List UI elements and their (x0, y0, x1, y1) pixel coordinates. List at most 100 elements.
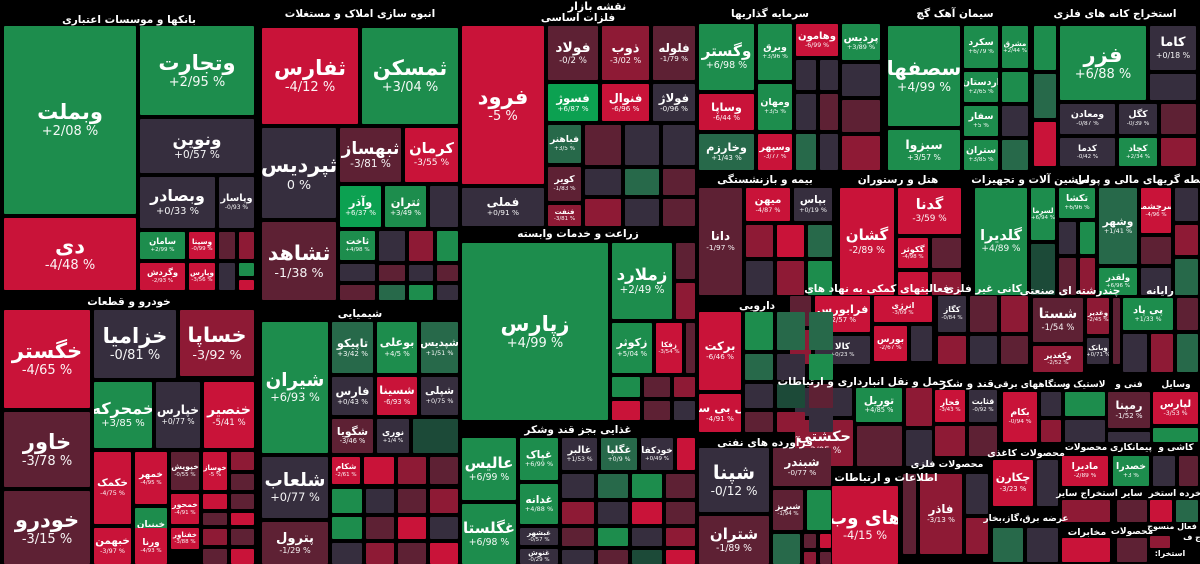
mini-stock-tile[interactable] (430, 457, 458, 484)
stock-tile-خزامیا[interactable]: خزامیا -0/81 % (94, 310, 176, 378)
stock-tile-وبصادر[interactable]: وبصادر +0/33 % (140, 177, 215, 228)
stock-tile-فارس[interactable]: فارس +0/43 % (332, 377, 373, 415)
stock-tile-گدنا[interactable]: گدنا -3/59 % (898, 188, 961, 234)
mini-stock-tile[interactable] (663, 169, 695, 195)
mini-stock-tile[interactable] (379, 285, 405, 300)
stock-tile-وکغدیر[interactable]: وکغدیر -2/52 % (1033, 346, 1083, 372)
stock-tile-ومعادن[interactable]: ومعادن -0/87 % (1060, 104, 1115, 134)
stock-tile-دانا[interactable]: دانا -1/97 % (699, 188, 742, 295)
stock-tile-غنوش[interactable]: غنوش -0/29 % (520, 549, 558, 564)
stock-tile-گلدیرا[interactable]: گلدیرا +4/89 % (975, 188, 1027, 295)
stock-tile-سفار[interactable]: سفار +5 % (964, 106, 998, 136)
mini-stock-tile[interactable] (842, 64, 880, 96)
stock-tile-کاما[interactable]: کاما +0/18 % (1150, 26, 1196, 70)
mini-stock-tile[interactable] (820, 94, 838, 130)
stock-tile-ذوب[interactable]: ذوب -3/02 % (602, 26, 649, 80)
mini-stock-tile[interactable] (1080, 222, 1095, 254)
stock-tile-زکوثر[interactable]: زکوثر +5/04 % (612, 323, 652, 373)
stock-tile-ثپردیس[interactable]: ثپردیس 0 % (262, 128, 336, 218)
stock-tile-غدانه[interactable]: غدانه +4/88 % (520, 484, 558, 524)
mini-stock-tile[interactable] (1177, 298, 1198, 330)
stock-tile-لسرما[interactable]: لسرما +6/94 % (1031, 188, 1055, 240)
mini-stock-tile[interactable] (437, 285, 458, 300)
mini-stock-tile[interactable] (1161, 104, 1196, 134)
mini-stock-tile[interactable] (437, 265, 458, 281)
stock-tile-وبملت[interactable]: وبملت +2/08 % (4, 26, 136, 214)
mini-stock-tile[interactable] (809, 312, 833, 350)
mini-stock-tile[interactable] (1150, 536, 1170, 548)
stock-tile-شیران[interactable]: شیران +6/93 % (262, 322, 328, 453)
stock-tile-خوساز[interactable]: خوساز -5 % (203, 452, 227, 490)
stock-tile-کدما[interactable]: کدما -0/42 % (1060, 138, 1115, 166)
stock-tile-خصدرا[interactable]: خصدرا +3 % (1113, 456, 1149, 486)
stock-tile-ثفارس[interactable]: ثفارس -4/12 % (262, 28, 358, 124)
mini-stock-tile[interactable] (366, 543, 394, 564)
mini-stock-tile[interactable] (1080, 258, 1095, 295)
stock-tile-شپدیس[interactable]: شپدیس +1/51 % (421, 322, 458, 373)
mini-stock-tile[interactable] (644, 377, 670, 397)
stock-tile-وخارزم[interactable]: وخارزم +1/43 % (699, 134, 754, 170)
mini-stock-tile[interactable] (820, 134, 838, 170)
mini-stock-tile[interactable] (219, 263, 235, 290)
stock-tile-خساپا[interactable]: خساپا -3/92 % (180, 310, 254, 376)
stock-tile-وگستر[interactable]: وگستر +6/98 % (699, 24, 754, 90)
mini-stock-tile[interactable] (430, 489, 458, 513)
stock-tile-وبرق[interactable]: وبرق +3/96 % (758, 24, 792, 80)
mini-stock-tile[interactable] (674, 377, 695, 397)
mini-stock-tile[interactable] (644, 401, 670, 420)
mini-stock-tile[interactable] (666, 474, 695, 498)
mini-stock-tile[interactable] (203, 494, 227, 509)
mini-stock-tile[interactable] (632, 474, 662, 498)
mini-stock-tile[interactable] (1175, 259, 1198, 295)
mini-stock-tile[interactable] (598, 502, 628, 524)
mini-stock-tile[interactable] (1002, 72, 1028, 102)
mini-stock-tile[interactable] (666, 550, 695, 564)
stock-tile-غگلپا[interactable]: غگلپا +0/9 % (601, 438, 637, 470)
stock-tile-خفناور[interactable]: خفناور -3/88 % (171, 528, 199, 549)
mini-stock-tile[interactable] (413, 419, 458, 453)
mini-stock-tile[interactable] (1117, 538, 1147, 562)
mini-stock-tile[interactable] (676, 283, 695, 319)
mini-stock-tile[interactable] (409, 231, 433, 261)
mini-stock-tile[interactable] (1034, 26, 1056, 70)
stock-tile-کگل[interactable]: کگل -0/39 % (1119, 104, 1157, 134)
mini-stock-tile[interactable] (430, 186, 458, 227)
stock-tile-گکوثر[interactable]: گکوثر -4/98 % (898, 238, 928, 268)
mini-stock-tile[interactable] (409, 285, 433, 300)
stock-tile-خودرو[interactable]: خودرو -3/15 % (4, 491, 90, 564)
mini-stock-tile[interactable] (804, 534, 816, 548)
stock-tile-ورنا[interactable]: ورنا -4/93 % (135, 528, 167, 564)
mini-stock-tile[interactable] (966, 474, 988, 514)
mini-stock-tile[interactable] (1002, 140, 1028, 170)
mini-stock-tile[interactable] (430, 543, 458, 564)
mini-stock-tile[interactable] (857, 426, 902, 466)
mini-stock-tile[interactable] (231, 452, 254, 470)
stock-tile-کویر[interactable]: کویر -1/83 % (548, 167, 581, 201)
mini-stock-tile[interactable] (1031, 244, 1055, 295)
mini-stock-tile[interactable] (1153, 428, 1198, 442)
stock-tile-فملی[interactable]: فملی +0/91 % (462, 188, 544, 226)
stock-tile-پی-پاد[interactable]: پی پاد +1/33 % (1123, 298, 1173, 330)
stock-tile-فولاژ[interactable]: فولاژ -0/96 % (653, 84, 695, 121)
stock-tile-وسینا[interactable]: وسینا -0/99 % (189, 232, 215, 259)
mini-stock-tile[interactable] (239, 232, 254, 259)
stock-tile-اردستان[interactable]: اردستان+2/65 % (964, 72, 998, 102)
stock-tile-ثمسکن[interactable]: ثمسکن +3/04 % (362, 28, 458, 124)
mini-stock-tile[interactable] (746, 261, 773, 295)
stock-tile-انرژی[interactable]: انرژی -3/09 % (874, 296, 932, 322)
stock-tile-خمهر[interactable]: خمهر -4/95 % (135, 452, 167, 504)
mini-stock-tile[interactable] (842, 100, 880, 132)
mini-stock-tile[interactable] (820, 552, 831, 564)
mini-stock-tile[interactable] (1001, 296, 1028, 332)
mini-stock-tile[interactable] (777, 261, 804, 295)
mini-stock-tile[interactable] (969, 426, 997, 456)
mini-stock-tile[interactable] (1041, 392, 1061, 416)
stock-tile-فنفت[interactable]: فنفت -3/81 % (548, 205, 581, 226)
mini-stock-tile[interactable] (777, 354, 805, 380)
stock-tile-خمحور[interactable]: خمحور -4/91 % (171, 494, 199, 524)
stock-tile-وپارس[interactable]: وپارس -3/56 % (189, 263, 215, 290)
stock-tile-تاپیکو[interactable]: تاپیکو +3/42 % (332, 322, 373, 373)
stock-tile-خکمک[interactable]: خکمک -4/75 % (94, 452, 131, 524)
stock-tile-شبریز[interactable]: شبریز -1/94 % (773, 490, 803, 530)
mini-stock-tile[interactable] (366, 489, 394, 513)
